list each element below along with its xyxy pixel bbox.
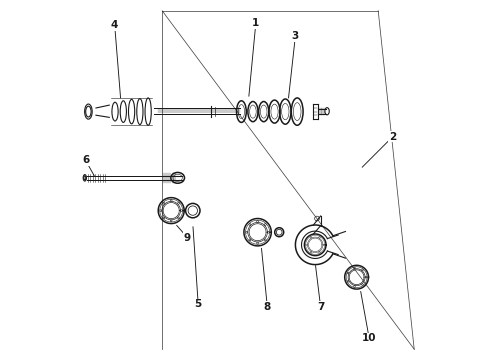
Text: 8: 8 — [264, 302, 271, 312]
Text: 10: 10 — [362, 333, 376, 343]
Text: 1: 1 — [252, 18, 259, 28]
Text: 9: 9 — [184, 233, 191, 243]
Text: 2: 2 — [389, 132, 396, 142]
Text: 5: 5 — [195, 299, 202, 309]
Text: 3: 3 — [292, 31, 299, 41]
Text: 6: 6 — [82, 155, 89, 165]
Text: 7: 7 — [317, 302, 324, 312]
Text: 4: 4 — [111, 20, 119, 30]
